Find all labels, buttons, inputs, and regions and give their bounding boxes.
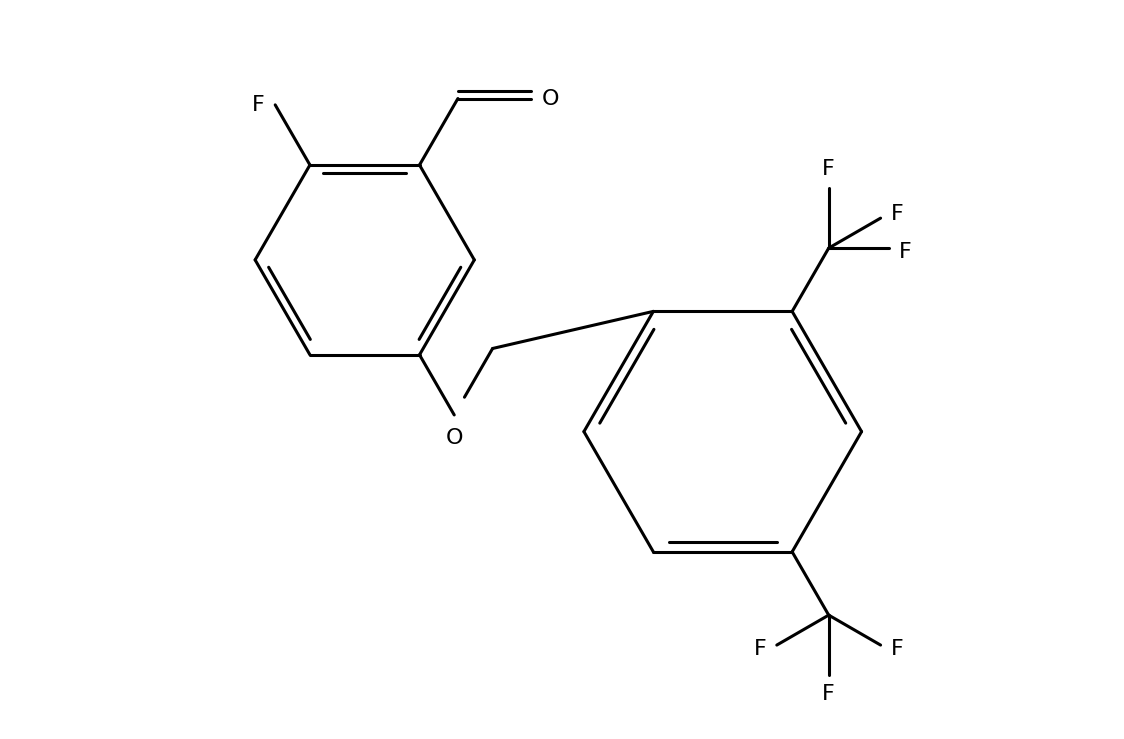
Text: F: F: [891, 638, 904, 658]
Text: O: O: [542, 89, 560, 109]
Text: F: F: [252, 95, 264, 115]
Text: F: F: [899, 242, 912, 262]
Text: F: F: [823, 160, 835, 180]
Text: F: F: [891, 205, 904, 225]
Text: O: O: [445, 428, 463, 448]
Text: F: F: [823, 684, 835, 704]
Text: F: F: [754, 638, 767, 658]
